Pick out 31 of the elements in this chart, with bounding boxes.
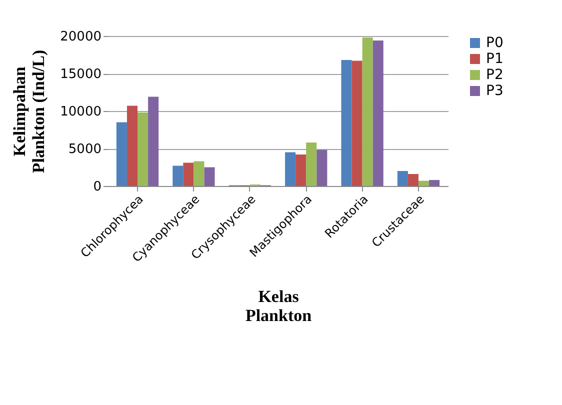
y-axis-title: Kelimpahan Plankton (Ind/L) <box>10 50 48 174</box>
bar <box>138 112 148 186</box>
bar <box>418 180 430 186</box>
bar <box>341 60 352 186</box>
legend-label: P3 <box>486 83 504 99</box>
bar <box>429 180 440 186</box>
y-tick-label: 20000 <box>60 30 102 44</box>
bar <box>116 122 127 186</box>
x-axis-title: Kelas Plankton <box>245 287 312 326</box>
bar <box>194 161 204 186</box>
y-tick-label: 15000 <box>60 67 102 82</box>
bar <box>352 60 362 186</box>
bar <box>126 106 138 186</box>
bar <box>408 174 418 186</box>
bar <box>148 96 159 186</box>
bar <box>397 171 408 186</box>
bar <box>172 166 184 186</box>
legend-label: P1 <box>486 51 504 67</box>
bar <box>285 152 296 186</box>
bar <box>296 154 306 186</box>
y-tick-label: 10000 <box>60 104 102 120</box>
legend-label: P2 <box>486 67 504 83</box>
bar <box>306 142 317 186</box>
bar <box>183 162 194 186</box>
bar <box>204 167 215 186</box>
y-tick-label: 0 <box>93 180 102 194</box>
legend-label: P0 <box>486 35 504 51</box>
bar <box>316 150 328 186</box>
bar <box>362 38 373 186</box>
y-tick-label: 5000 <box>68 142 102 157</box>
bar <box>372 40 384 186</box>
